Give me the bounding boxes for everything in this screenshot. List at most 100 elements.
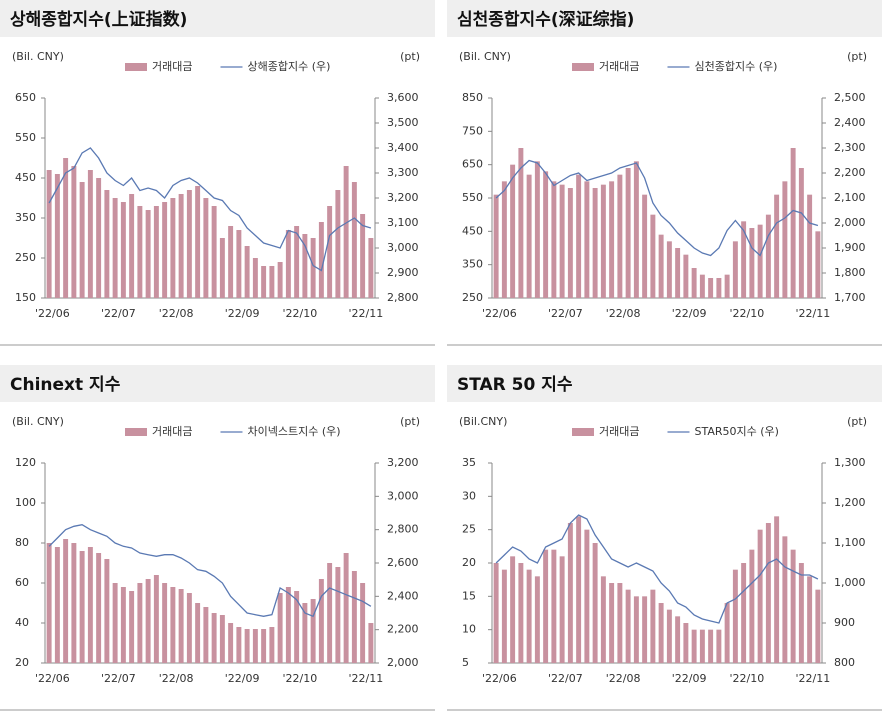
bar bbox=[261, 629, 267, 663]
bar bbox=[584, 181, 590, 298]
bar bbox=[501, 569, 507, 663]
x-tick-label: '22/07 bbox=[548, 672, 583, 685]
y2-tick-label: 3,100 bbox=[387, 216, 419, 229]
bar bbox=[63, 539, 69, 663]
bar bbox=[269, 627, 275, 663]
bar bbox=[228, 623, 234, 663]
bar bbox=[335, 567, 341, 663]
bar bbox=[741, 221, 747, 298]
bar bbox=[186, 190, 192, 298]
y2-tick-label: 800 bbox=[834, 656, 855, 669]
bar bbox=[145, 579, 151, 663]
chart-panel: STAR 50 지수 (Bil.CNY) (pt) 5 10 15 20 25 30 35 800 9… bbox=[447, 365, 882, 711]
y2-tick-label: 900 bbox=[834, 616, 855, 629]
y2-unit: (pt) bbox=[847, 50, 867, 63]
bar bbox=[675, 248, 681, 298]
bar bbox=[178, 589, 184, 663]
x-tick-label: '22/06 bbox=[35, 672, 70, 685]
legend-swatch bbox=[125, 428, 147, 436]
bar bbox=[658, 603, 664, 663]
legend-label: 심천종합지수 (우) bbox=[694, 59, 777, 73]
bar bbox=[153, 575, 159, 663]
bar bbox=[642, 596, 648, 663]
bar bbox=[600, 576, 606, 663]
bar bbox=[683, 623, 689, 663]
bar bbox=[584, 529, 590, 663]
bar bbox=[54, 174, 60, 298]
bar bbox=[252, 629, 258, 663]
bar bbox=[120, 587, 126, 663]
bar bbox=[724, 274, 730, 298]
y-unit: (Bil. CNY) bbox=[459, 50, 511, 63]
bar bbox=[87, 170, 93, 298]
bar bbox=[277, 262, 283, 298]
y-tick-label: 20 bbox=[462, 556, 476, 569]
bar bbox=[137, 583, 143, 663]
chart-panel: 상해종합지수(上证指数) (Bil. CNY) (pt) 150 250 350 450 55… bbox=[0, 0, 435, 346]
line bbox=[48, 524, 372, 618]
panel-header bbox=[0, 0, 435, 37]
y2-tick-label: 3,000 bbox=[387, 489, 419, 502]
bar bbox=[510, 164, 516, 298]
x-tick-label: '22/10 bbox=[283, 672, 318, 685]
bar bbox=[691, 268, 697, 298]
bar bbox=[327, 206, 333, 298]
bar bbox=[112, 198, 118, 298]
y-tick-label: 750 bbox=[462, 124, 483, 137]
y2-tick-label: 3,400 bbox=[387, 141, 419, 154]
bar bbox=[129, 194, 135, 298]
y-tick-label: 30 bbox=[462, 489, 476, 502]
y2-tick-label: 2,800 bbox=[387, 291, 419, 304]
bar bbox=[368, 623, 374, 663]
chart-title: STAR 50 지수 bbox=[457, 375, 573, 395]
legend-swatch bbox=[572, 63, 594, 71]
bar bbox=[716, 629, 722, 663]
bar bbox=[741, 563, 747, 663]
bar bbox=[46, 543, 52, 663]
bar bbox=[699, 629, 705, 663]
bar bbox=[269, 266, 275, 298]
bar bbox=[708, 629, 714, 663]
x-tick-label: '22/11 bbox=[349, 672, 384, 685]
y-tick-label: 120 bbox=[15, 456, 36, 469]
y2-tick-label: 1,200 bbox=[834, 496, 866, 509]
y-tick-label: 100 bbox=[15, 496, 36, 509]
y-unit: (Bil.CNY) bbox=[459, 415, 507, 428]
y-tick-label: 550 bbox=[15, 131, 36, 144]
bar bbox=[551, 549, 557, 663]
line bbox=[48, 147, 372, 272]
bar bbox=[79, 182, 85, 298]
y2-tick-label: 2,900 bbox=[387, 266, 419, 279]
bar bbox=[716, 278, 722, 298]
bar bbox=[327, 563, 333, 663]
x-tick-label: '22/11 bbox=[796, 307, 831, 320]
bar bbox=[170, 198, 176, 298]
panel-header bbox=[447, 365, 882, 402]
chart-title: 상해종합지수(上证指数) bbox=[10, 9, 187, 30]
y-tick-label: 350 bbox=[462, 258, 483, 271]
y2-tick-label: 1,000 bbox=[834, 576, 866, 589]
bar bbox=[261, 266, 267, 298]
y-tick-label: 450 bbox=[462, 224, 483, 237]
bar bbox=[774, 516, 780, 663]
bar bbox=[360, 214, 366, 298]
bar bbox=[609, 181, 615, 298]
bar bbox=[46, 170, 52, 298]
x-tick-label: '22/10 bbox=[730, 307, 765, 320]
y2-tick-label: 2,600 bbox=[387, 556, 419, 569]
bar bbox=[236, 627, 242, 663]
y-tick-label: 850 bbox=[462, 91, 483, 104]
legend-label: 거래대금 bbox=[599, 60, 639, 73]
bar bbox=[757, 529, 763, 663]
bar bbox=[277, 593, 283, 663]
bar bbox=[675, 616, 681, 663]
bar bbox=[211, 206, 217, 298]
y2-unit: (pt) bbox=[400, 415, 420, 428]
bar bbox=[633, 596, 639, 663]
bar bbox=[236, 230, 242, 298]
y2-tick-label: 2,200 bbox=[387, 623, 419, 636]
y2-tick-label: 2,100 bbox=[834, 191, 866, 204]
x-tick-label: '22/07 bbox=[101, 307, 136, 320]
legend-label: 거래대금 bbox=[152, 425, 192, 438]
